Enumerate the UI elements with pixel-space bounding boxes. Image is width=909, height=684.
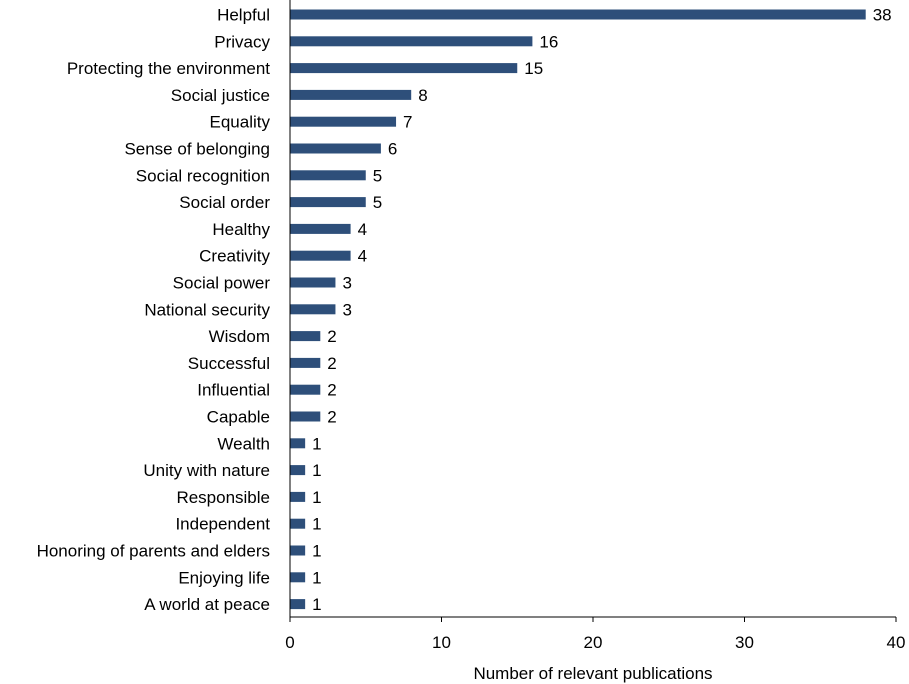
bar [290,36,533,47]
bar [290,384,321,395]
category-label: Social recognition [136,166,270,185]
x-axis-ticks: 0 10 20 30 40 [285,617,905,652]
x-tick-label: 30 [735,633,754,652]
bar [290,572,306,583]
value-label: 8 [418,86,427,105]
bar [290,599,306,610]
bars-group [290,9,866,610]
bar [290,357,321,368]
bar [290,63,518,74]
value-label: 5 [373,166,382,185]
category-label: Wealth [217,434,270,453]
bar [290,170,366,181]
value-label: 6 [388,140,397,159]
bar [290,143,381,154]
category-label: Unity with nature [143,461,270,480]
category-label: A world at peace [144,595,270,614]
x-tick-label: 0 [285,633,294,652]
category-label: Successful [188,354,270,373]
value-label: 2 [327,408,336,427]
value-label: 7 [403,113,412,132]
value-label: 1 [312,488,321,507]
category-label: Influential [197,381,270,400]
bar [290,331,321,342]
category-label: Privacy [214,32,270,51]
value-label: 16 [539,32,558,51]
bar [290,223,351,234]
bar [290,518,306,529]
value-label: 1 [312,542,321,561]
value-label: 1 [312,568,321,587]
bar [290,438,306,449]
category-label: Social power [173,274,271,293]
category-label: Independent [175,515,270,534]
value-label: 2 [327,354,336,373]
value-label: 3 [342,274,351,293]
category-label: Enjoying life [178,568,270,587]
category-label: Honoring of parents and elders [37,542,270,561]
category-label: Protecting the environment [67,59,270,78]
category-label: Responsible [176,488,270,507]
category-label: Equality [210,113,271,132]
category-label: National security [144,300,270,319]
x-tick-label: 10 [432,633,451,652]
bar [290,250,351,261]
category-labels: Helpful Privacy Protecting the environment… [37,6,271,615]
value-label: 1 [312,595,321,614]
value-label: 38 [873,6,892,25]
bar [290,89,412,100]
value-label: 4 [358,247,367,266]
category-label: Capable [207,408,270,427]
category-label: Social justice [171,86,270,105]
bar [290,304,336,315]
value-label: 2 [327,381,336,400]
value-label: 1 [312,461,321,480]
value-label: 4 [358,220,367,239]
category-label: Healthy [212,220,270,239]
value-label: 15 [524,59,543,78]
category-label: Wisdom [209,327,270,346]
bar [290,197,366,208]
value-label: 1 [312,515,321,534]
bar [290,545,306,556]
category-label: Helpful [217,6,270,25]
value-label: 1 [312,434,321,453]
bar [290,465,306,476]
bar [290,9,866,20]
category-label: Social order [179,193,270,212]
category-label: Sense of belonging [124,140,270,159]
value-label: 2 [327,327,336,346]
bar [290,491,306,502]
x-tick-label: 40 [887,633,906,652]
bar [290,116,397,127]
category-label: Creativity [199,247,270,266]
bar [290,277,336,288]
bar [290,411,321,422]
x-tick-label: 20 [584,633,603,652]
value-label: 3 [342,300,351,319]
value-label: 5 [373,193,382,212]
x-axis-title: Number of relevant publications [473,664,712,683]
